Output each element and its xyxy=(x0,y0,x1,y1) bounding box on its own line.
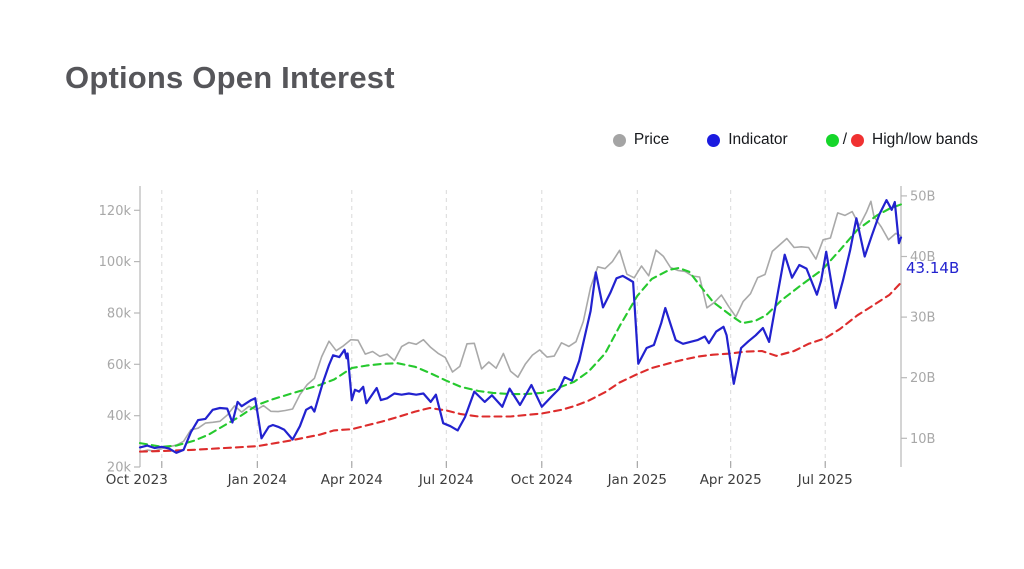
indicator-series-dot-icon xyxy=(707,133,721,147)
svg-text:Oct 2023: Oct 2023 xyxy=(106,472,168,488)
svg-text:60k: 60k xyxy=(107,358,132,373)
svg-text:Jul 2024: Jul 2024 xyxy=(418,472,474,488)
legend-item-price[interactable]: Price xyxy=(612,131,670,149)
svg-text:30B: 30B xyxy=(910,311,935,326)
svg-text:80k: 80k xyxy=(107,307,132,322)
svg-text:Apr 2025: Apr 2025 xyxy=(700,472,762,488)
legend-slash-separator: / xyxy=(842,131,848,148)
svg-text:40k: 40k xyxy=(107,409,132,424)
legend-label-indicator: Indicator xyxy=(728,131,788,148)
legend-item-high-low-bands[interactable]: / High/low bands xyxy=(825,131,978,149)
low-band-dot-icon xyxy=(851,133,865,147)
high-band-dot-icon xyxy=(825,133,839,147)
svg-text:120k: 120k xyxy=(99,204,132,219)
svg-text:Apr 2024: Apr 2024 xyxy=(321,472,383,488)
legend-label-price: Price xyxy=(633,131,670,148)
svg-text:20B: 20B xyxy=(910,371,935,386)
svg-text:40B: 40B xyxy=(910,250,935,265)
indicator-last-value-label: 43.14B xyxy=(906,259,960,277)
svg-text:Oct 2024: Oct 2024 xyxy=(511,472,573,488)
legend-item-indicator[interactable]: Indicator xyxy=(707,131,788,149)
svg-text:10B: 10B xyxy=(910,432,935,447)
price-series-dot-icon xyxy=(612,133,626,147)
page-title: Options Open Interest xyxy=(65,60,395,95)
svg-text:20k: 20k xyxy=(107,461,132,476)
svg-text:50B: 50B xyxy=(910,189,935,204)
legend: Price Indicator / High/low bands xyxy=(612,131,978,149)
svg-text:Jul 2025: Jul 2025 xyxy=(797,472,853,488)
svg-text:100k: 100k xyxy=(99,255,132,270)
legend-label-high-low-bands: High/low bands xyxy=(872,131,978,148)
svg-text:Jan 2024: Jan 2024 xyxy=(227,472,287,488)
svg-text:Jan 2025: Jan 2025 xyxy=(607,472,667,488)
